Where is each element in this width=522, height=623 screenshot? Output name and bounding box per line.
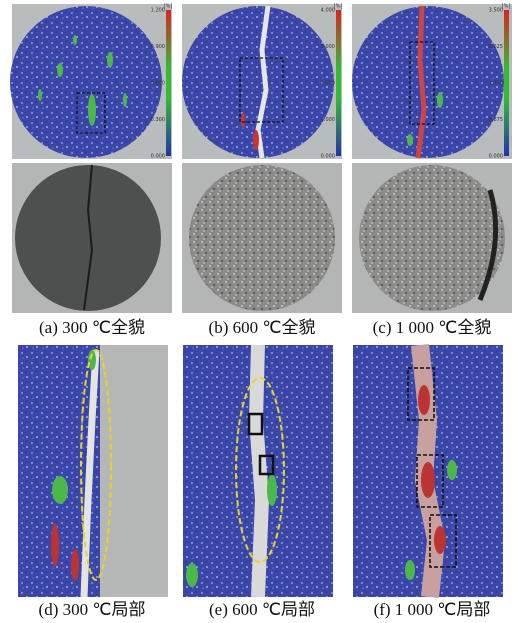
colorbar-tick-label: 2.625 xyxy=(489,44,503,50)
panel-d-detail xyxy=(18,345,168,598)
colorbar-tick-label: 0.875 xyxy=(489,117,503,123)
panel-e-detail xyxy=(183,344,333,598)
colorbar-unit: [%] xyxy=(502,4,511,10)
caption: (e) 600 ℃局部 xyxy=(209,600,315,619)
caption: (a) 300 ℃全貌 xyxy=(39,318,145,337)
caption: (c) 1 000 ℃全貌 xyxy=(373,318,492,337)
colorbar-tick-label: 1.750 xyxy=(489,81,503,87)
caption: (f) 1 000 ℃局部 xyxy=(374,600,491,619)
colorbar-tick-label: 0.300 xyxy=(151,117,165,123)
colorbar-tick-label: 1.000 xyxy=(321,117,335,123)
colorbar-tick-label: 0.600 xyxy=(151,81,165,87)
colorbar-tick-label: 2.000 xyxy=(321,81,335,87)
caption: (d) 300 ℃局部 xyxy=(39,600,146,619)
colorbar-labels: [%]1.2000.9000.6000.3000.000[%]4.0003.00… xyxy=(151,4,511,160)
colorbar-unit: [%] xyxy=(334,4,343,10)
colorbar-tick-label: 3.500 xyxy=(489,8,503,14)
colorbar-tick-label: 1.200 xyxy=(151,8,165,14)
colorbar-tick-label: 0.000 xyxy=(489,154,503,160)
caption: (b) 600 ℃全貌 xyxy=(209,318,316,337)
colorbar-unit: [%] xyxy=(164,4,173,10)
panel-f-detail xyxy=(353,344,503,598)
colorbar-tick-label: 3.000 xyxy=(321,44,335,50)
colorbar-tick-label: 0.900 xyxy=(151,44,165,50)
panel-a-top xyxy=(10,4,172,159)
panel-b-top xyxy=(182,4,342,159)
colorbar-tick-label: 0.000 xyxy=(321,154,335,160)
colorbar-tick-label: 4.000 xyxy=(321,8,335,14)
specimen-photos xyxy=(12,163,512,313)
panel-c-top xyxy=(352,4,512,159)
colorbar-tick-label: 0.000 xyxy=(151,154,165,160)
